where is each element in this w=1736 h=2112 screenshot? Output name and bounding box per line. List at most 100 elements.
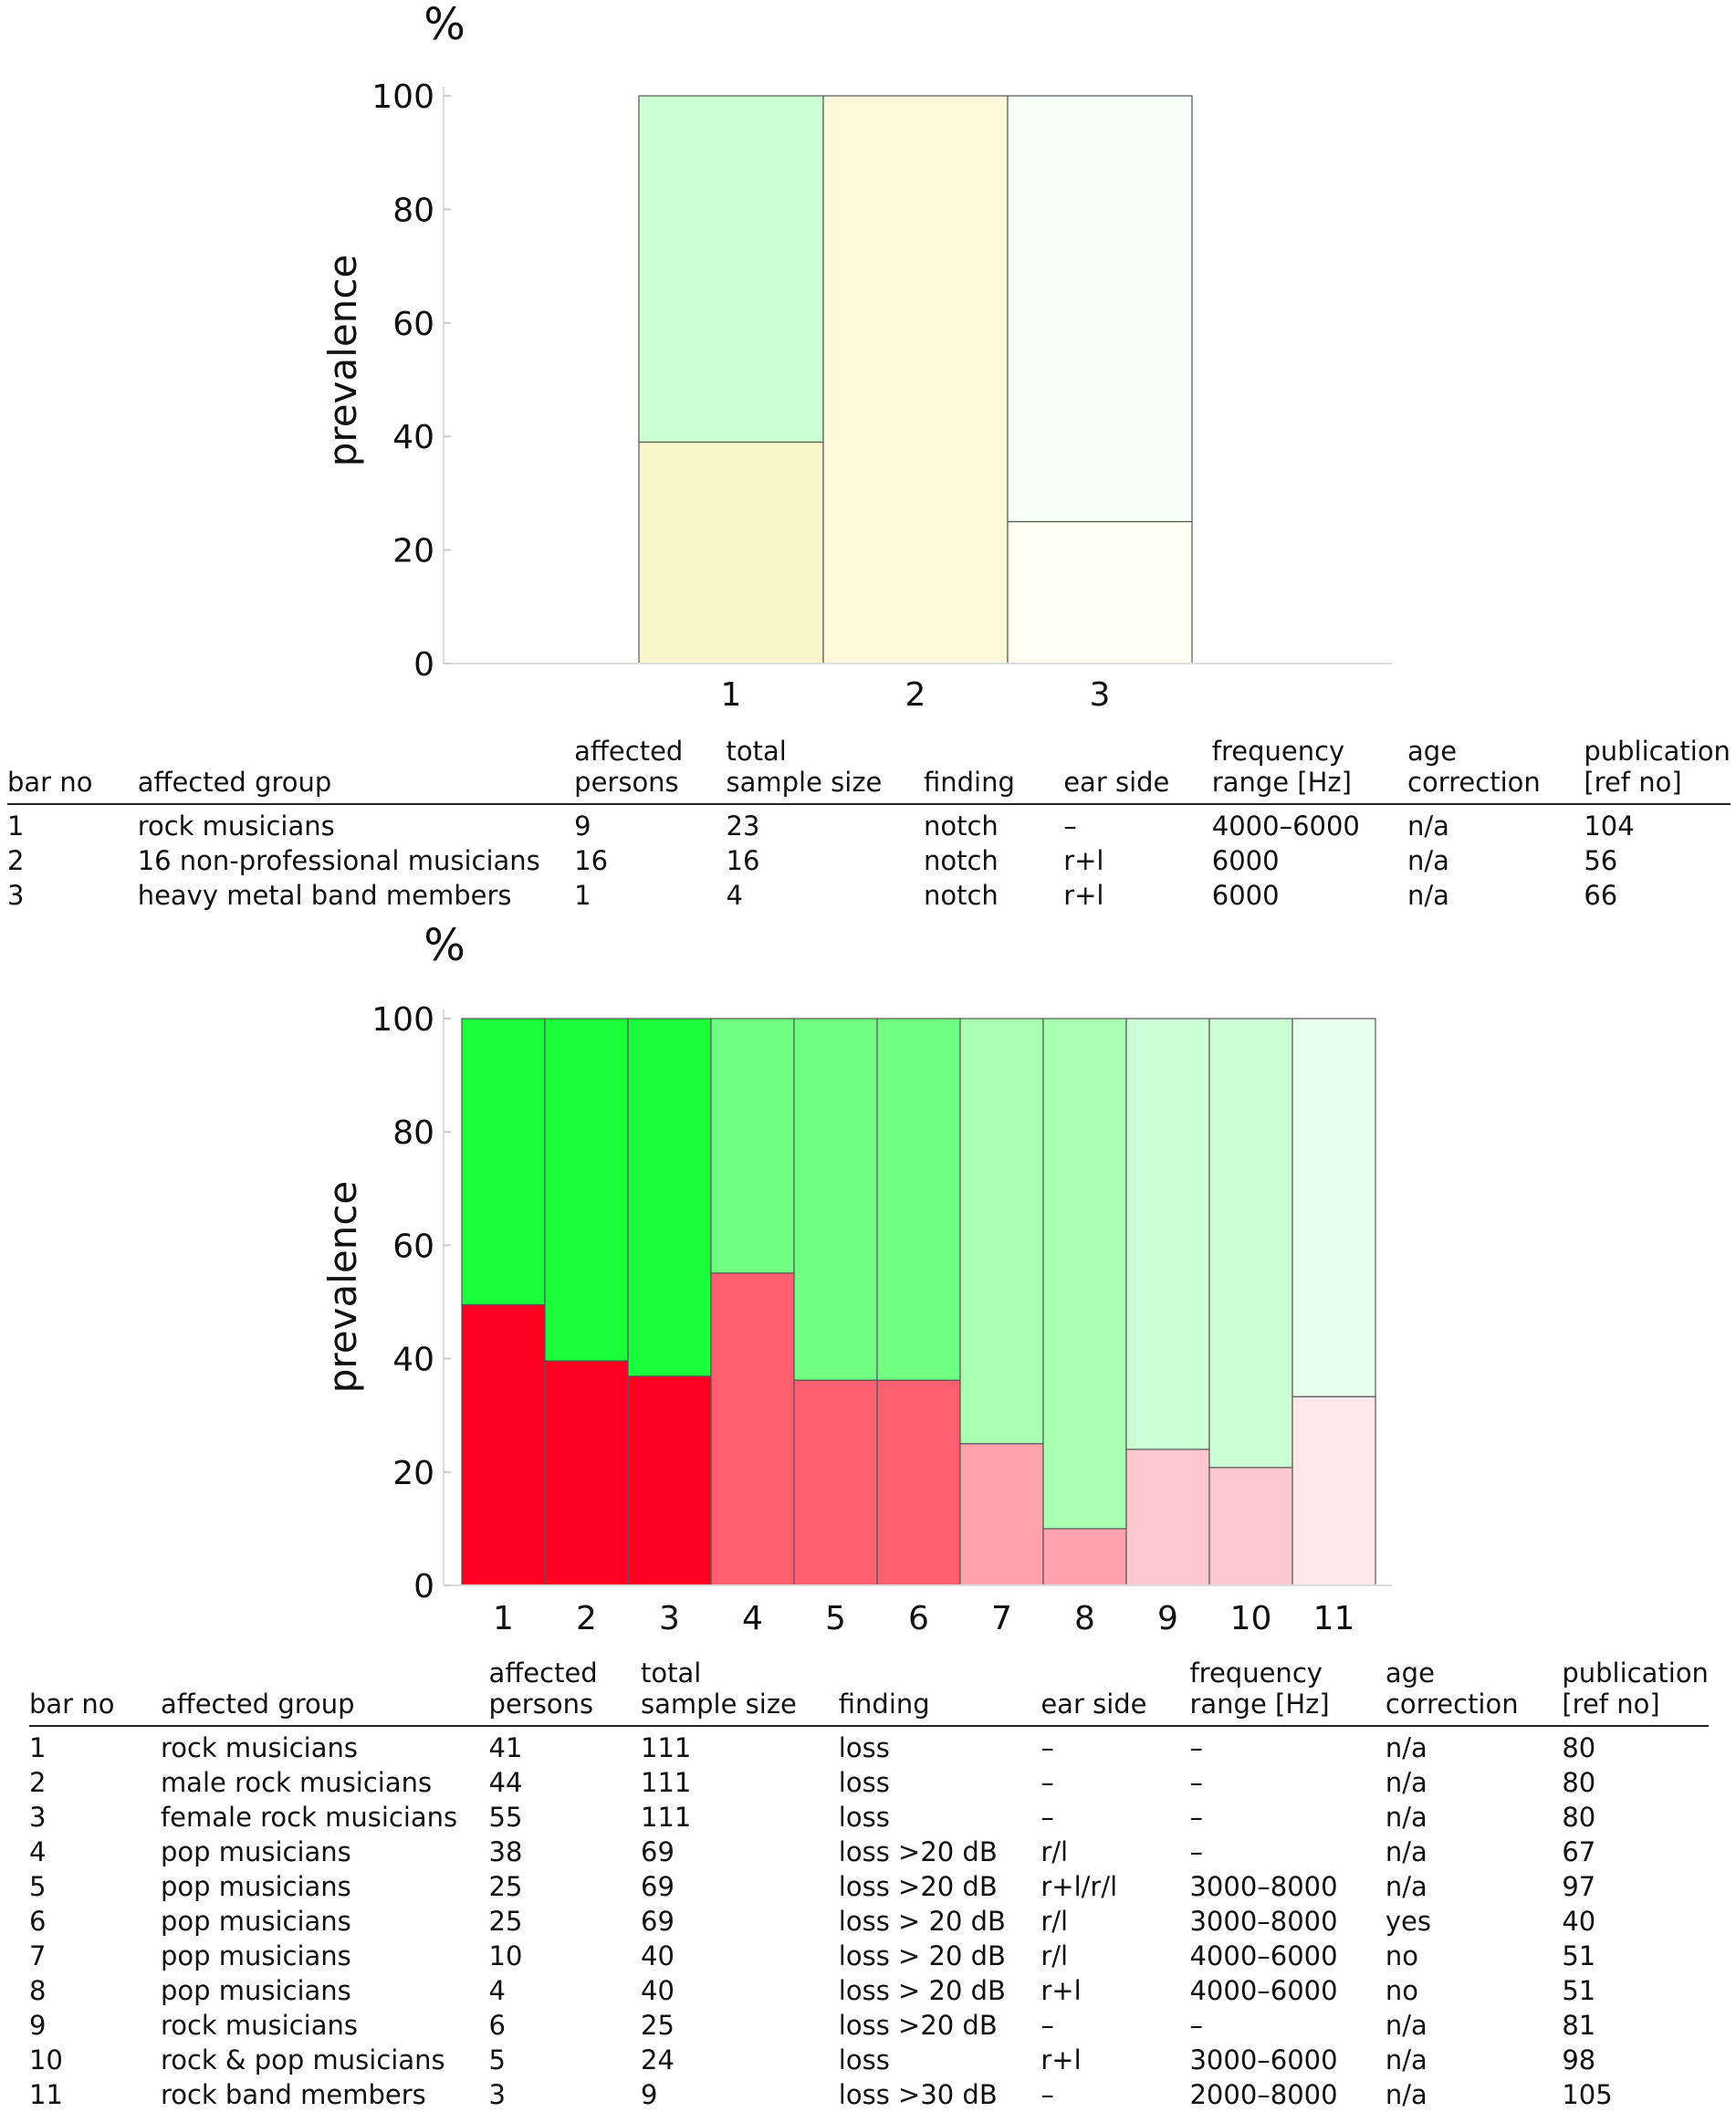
table-cell: 25 [641, 2010, 675, 2041]
table-cell: – [1189, 1836, 1203, 1867]
bar-3-segment-1 [1007, 520, 1193, 664]
table-cell: r+l [1063, 845, 1104, 876]
table-cell: – [1041, 1802, 1054, 1833]
header-line-2: ear side [1063, 767, 1170, 798]
bar-4-segment-1 [710, 1272, 795, 1586]
table-1-column-header: ear side [1063, 736, 1212, 805]
table-row: 9 rock musicians 6 25 loss >20 dB – – n/a 81 [29, 2008, 1709, 2043]
table-cell: rock musicians [160, 2010, 358, 2041]
table-cell: 5 [29, 1871, 47, 1902]
table-cell: n/a [1385, 1802, 1427, 1833]
bar-2-segment-2 [544, 1018, 629, 1362]
table-cell: loss [838, 2044, 890, 2075]
table-cell: loss >30 dB [838, 2079, 998, 2110]
table-cell: pop musicians [160, 1940, 351, 1971]
bar-6-segment-1 [876, 1379, 961, 1586]
bar-6-segment-2 [876, 1018, 961, 1381]
table-row: 8 pop musicians 4 40 loss > 20 dB r+l 4000–600… [29, 1973, 1709, 2008]
header-line-2: affected group [137, 767, 332, 798]
table-cell: notch [923, 810, 999, 842]
header-line-2: sample size [726, 767, 883, 798]
table-cell: loss > 20 dB [838, 1906, 1006, 1937]
table-cell: 111 [641, 1802, 692, 1833]
table-cell: 1 [29, 1732, 47, 1763]
table-1: bar no affected group affected persons tota… [7, 736, 1731, 913]
table-1-column-header: bar no [7, 736, 138, 805]
header-line-2: [ref no] [1562, 1689, 1660, 1720]
table-1-column-header: affected persons [574, 736, 727, 805]
table-row: 1 rock musicians 41 111 loss – – n/a 80 [29, 1726, 1709, 1765]
table-cell: n/a [1385, 1767, 1427, 1798]
table-2-column-header: age correction [1385, 1657, 1563, 1727]
x-tick-label: 7 [991, 1600, 1012, 1637]
x-tick-label: 2 [905, 676, 926, 714]
table-cell: r/l [1041, 1940, 1069, 1971]
table-cell: 4 [488, 1975, 506, 2006]
table-cell: 69 [641, 1871, 675, 1902]
y-tick-label: 80 [392, 192, 434, 229]
table-row: 11 rock band members 3 9 loss >30 dB – 2000–80… [29, 2077, 1709, 2112]
header-line-2: correction [1385, 1689, 1519, 1720]
table-cell: n/a [1407, 810, 1449, 842]
x-tick-label: 6 [908, 1600, 929, 1637]
header-line-2: finding [923, 767, 1015, 798]
bar-1-segment-2 [638, 95, 824, 444]
table-cell: no [1385, 1940, 1419, 1971]
header-line-1: frequency [1211, 736, 1345, 767]
table-cell: rock band members [160, 2079, 426, 2110]
table-cell: 1 [574, 880, 591, 911]
x-tick-label: 1 [721, 676, 742, 714]
table-cell: n/a [1407, 845, 1449, 876]
table-cell: n/a [1385, 2010, 1427, 2041]
table-cell: 3000–8000 [1189, 1906, 1338, 1937]
table-cell: loss [838, 1802, 890, 1833]
table-cell: 38 [488, 1836, 523, 1867]
table-cell: 56 [1584, 845, 1618, 876]
table-cell: loss > 20 dB [838, 1940, 1006, 1971]
bar-10-segment-2 [1208, 1018, 1293, 1469]
header-line-2: range [Hz] [1211, 767, 1352, 798]
table-cell: 2 [7, 845, 25, 876]
table-cell: – [1041, 1767, 1054, 1798]
x-tick-label: 9 [1157, 1600, 1178, 1637]
table-2-column-header: publication [ref no] [1562, 1657, 1709, 1727]
table-cell: – [1041, 2079, 1054, 2110]
bar-9-segment-1 [1125, 1448, 1210, 1586]
table-cell: 4000–6000 [1189, 1940, 1338, 1971]
table-cell: 40 [1562, 1906, 1596, 1937]
table-cell: notch [923, 845, 999, 876]
table-cell: r+l [1041, 2044, 1082, 2075]
table-1-column-header: age correction [1407, 736, 1584, 805]
table-cell: loss >20 dB [838, 1871, 998, 1902]
table-1-column-header: total sample size [726, 736, 924, 805]
table-cell: – [1063, 810, 1077, 842]
header-line-1: total [726, 736, 787, 767]
table-cell: 1 [7, 810, 25, 842]
table-cell: 55 [488, 1802, 523, 1833]
table-cell: 8 [29, 1975, 47, 2006]
y-tick-label: 20 [392, 1455, 434, 1492]
table-2: bar no affected group affected persons tota… [29, 1657, 1709, 2112]
table-cell: – [1189, 2010, 1203, 2041]
table-cell: 81 [1562, 2010, 1596, 2041]
table-cell: 25 [488, 1906, 523, 1937]
table-cell: r/l [1041, 1836, 1069, 1867]
y-tick-label: 80 [392, 1114, 434, 1152]
bar-1-segment-1 [461, 1304, 546, 1586]
y-tick-label: 40 [392, 1342, 434, 1379]
bar-10-segment-1 [1208, 1467, 1293, 1586]
header-line-1: affected [488, 1657, 598, 1689]
table-cell: 98 [1562, 2044, 1596, 2075]
table-cell: 6000 [1211, 845, 1280, 876]
bar-2-segment-1 [822, 95, 1009, 664]
table-1-column-header: frequency range [Hz] [1211, 736, 1408, 805]
bar-11-segment-1 [1292, 1396, 1376, 1586]
table-row: 6 pop musicians 25 69 loss > 20 dB r/l 3000–80… [29, 1904, 1709, 1939]
table-cell: 51 [1562, 1940, 1596, 1971]
y-tick-label: 60 [392, 306, 434, 343]
table-cell: – [1041, 2010, 1054, 2041]
chart-2-y-axis-label: prevalence [320, 1181, 365, 1394]
table-cell: loss [838, 1767, 890, 1798]
header-line-1: publication [1562, 1657, 1709, 1689]
header-line-2: persons [488, 1689, 594, 1720]
